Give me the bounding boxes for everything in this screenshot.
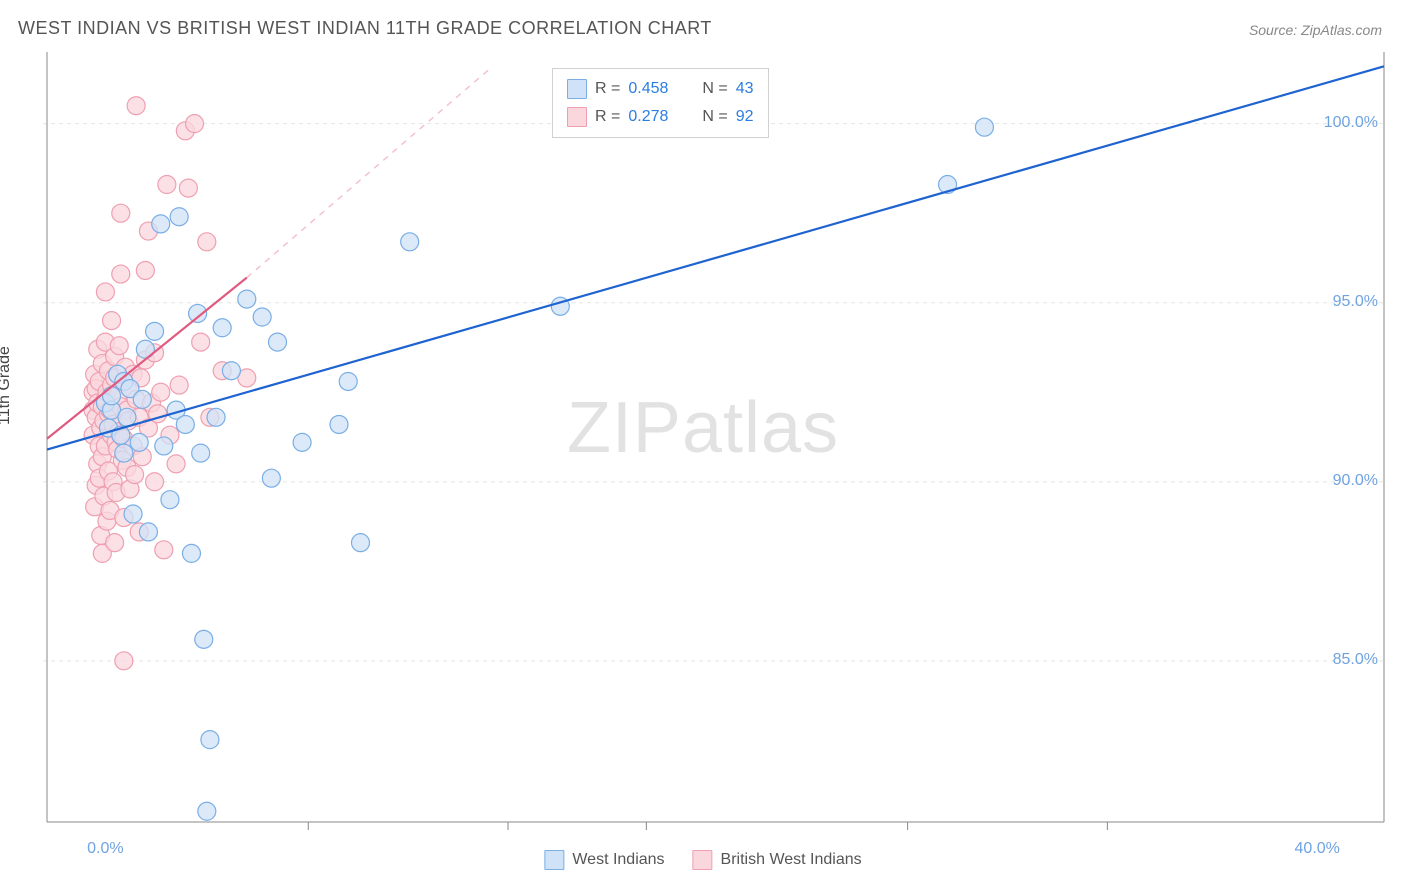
legend-item: British West Indians: [693, 850, 862, 870]
swatch-icon: [693, 850, 713, 870]
swatch-icon: [567, 79, 587, 99]
legend-label: British West Indians: [721, 851, 862, 869]
legend-item: West Indians: [544, 850, 664, 870]
legend-row: R = 0.278N = 92: [567, 103, 754, 131]
y-tick-label: 95.0%: [1333, 293, 1378, 311]
swatch-icon: [567, 107, 587, 127]
y-tick-label: 85.0%: [1333, 651, 1378, 669]
correlation-chart: WEST INDIAN VS BRITISH WEST INDIAN 11TH …: [0, 0, 1406, 892]
x-tick-label: 40.0%: [1295, 840, 1340, 858]
regression-legend: R = 0.458N = 43 R = 0.278N = 92: [552, 68, 769, 138]
legend-row: R = 0.458N = 43: [567, 75, 754, 103]
y-tick-label: 100.0%: [1324, 114, 1378, 132]
x-tick-label: 0.0%: [87, 840, 123, 858]
swatch-icon: [544, 850, 564, 870]
y-tick-label: 90.0%: [1333, 472, 1378, 490]
series-legend: West Indians British West Indians: [544, 850, 861, 870]
legend-label: West Indians: [572, 851, 664, 869]
